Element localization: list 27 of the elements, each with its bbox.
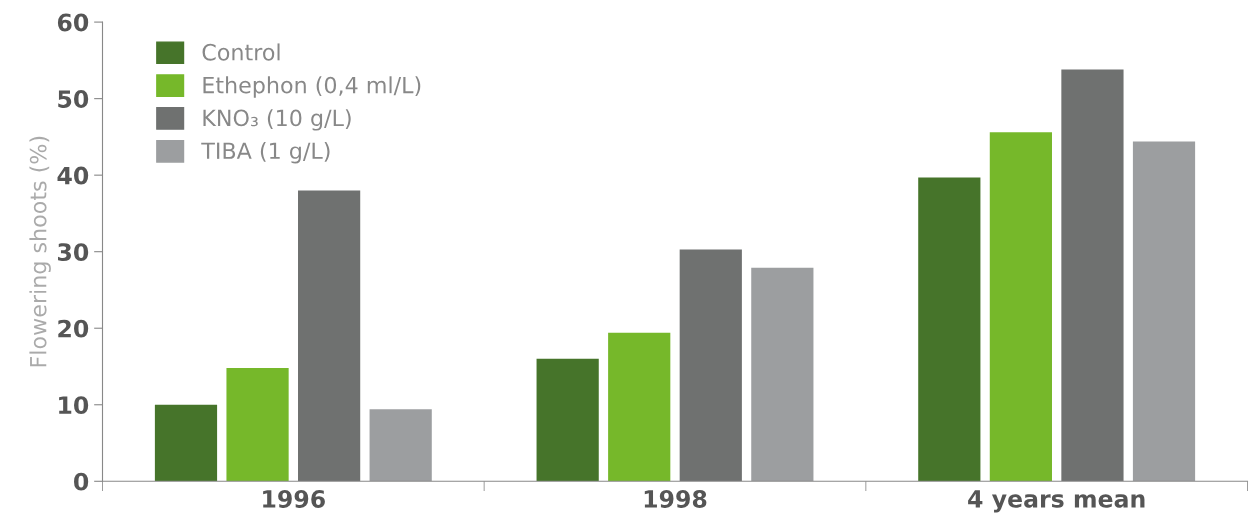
y-tick-label: 50 bbox=[58, 90, 89, 108]
y-tick-label: 20 bbox=[58, 319, 89, 338]
bar bbox=[226, 368, 289, 482]
bar bbox=[536, 358, 599, 482]
legend-label: TIBA (1 g/L) bbox=[201, 141, 330, 164]
x-tick-label: 1996 bbox=[263, 490, 325, 508]
bar bbox=[154, 404, 218, 482]
y-axis-title: Flowering shoots (%) bbox=[29, 136, 51, 367]
y-tick-label: 60 bbox=[57, 13, 89, 32]
legend-label: Ethephon (0,4 ml/L) bbox=[203, 76, 421, 98]
bar bbox=[369, 409, 432, 482]
bar bbox=[608, 332, 671, 482]
bar bbox=[679, 249, 742, 482]
x-tick-label: 4 years mean bbox=[968, 490, 1145, 513]
bar bbox=[751, 267, 814, 482]
bar bbox=[918, 177, 981, 482]
y-tick-label: 40 bbox=[57, 166, 89, 185]
y-tick-label: 30 bbox=[58, 243, 89, 261]
x-tick-label: 1998 bbox=[644, 490, 707, 508]
bar bbox=[298, 190, 361, 482]
bar bbox=[1132, 141, 1196, 482]
y-tick-label: 0 bbox=[74, 472, 89, 491]
bar bbox=[989, 132, 1052, 482]
legend-label: Control bbox=[202, 43, 280, 61]
legend-label: KNO₃ (10 g/L) bbox=[203, 109, 351, 131]
y-tick-label: 10 bbox=[59, 396, 89, 415]
bar bbox=[1061, 69, 1124, 482]
